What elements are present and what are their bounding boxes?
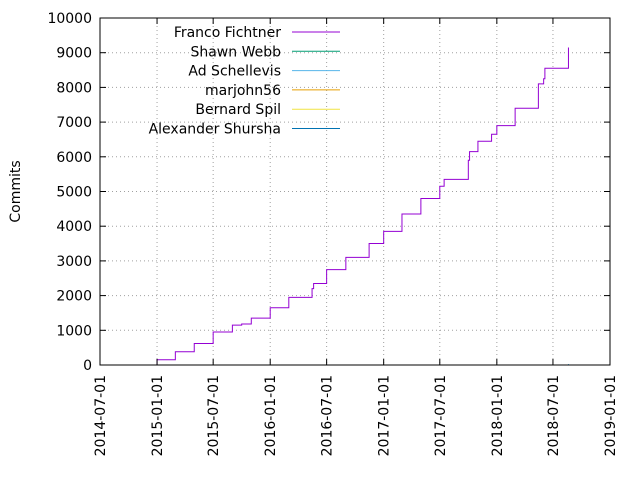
x-axis: 2014-07-01 2015-01-01 2015-07-01 2016-01-01… (93, 18, 619, 456)
y-tick-label: 2000 (56, 289, 92, 305)
y-tick-label: 6000 (56, 150, 92, 166)
legend-label: Alexander Shursha (149, 122, 281, 138)
x-tick-label: 2016-07-01 (320, 375, 336, 456)
x-tick-label: 2014-07-01 (93, 375, 109, 456)
x-tick-label: 2017-01-01 (377, 375, 393, 456)
x-tick-label: 2015-07-01 (206, 375, 222, 456)
y-tick-label: 3000 (56, 254, 92, 270)
legend-label: Ad Schellevis (188, 64, 281, 80)
x-tick-label: 2017-07-01 (433, 375, 449, 456)
legend: Franco Fichtner Shawn Webb Ad Schellevis ma… (149, 25, 340, 138)
x-tick-label: 2018-01-01 (490, 375, 506, 456)
x-tick-label: 2018-07-01 (546, 375, 562, 456)
legend-label: marjohn56 (205, 83, 281, 99)
grid-lines (100, 18, 610, 365)
y-tick-label: 7000 (56, 115, 92, 131)
y-tick-label: 4000 (56, 219, 92, 235)
y-tick-label: 0 (83, 358, 92, 374)
x-tick-label: 2019-01-01 (603, 375, 619, 456)
y-tick-label: 5000 (56, 185, 92, 201)
y-tick-label: 8000 (56, 80, 92, 96)
x-tick-label: 2015-01-01 (150, 375, 166, 456)
y-tick-label: 1000 (56, 323, 92, 339)
legend-label: Franco Fichtner (174, 25, 281, 41)
y-tick-label: 9000 (56, 46, 92, 62)
x-tick-label: 2016-01-01 (263, 375, 279, 456)
y-axis: 0 1000 2000 3000 4000 5000 6000 7000 8000 9000 100… (47, 11, 610, 374)
series-line (151, 47, 569, 366)
y-axis-label: Commits (8, 160, 24, 222)
y-tick-label: 10000 (47, 11, 92, 27)
legend-label: Bernard Spil (195, 102, 281, 118)
legend-label: Shawn Webb (190, 44, 281, 60)
